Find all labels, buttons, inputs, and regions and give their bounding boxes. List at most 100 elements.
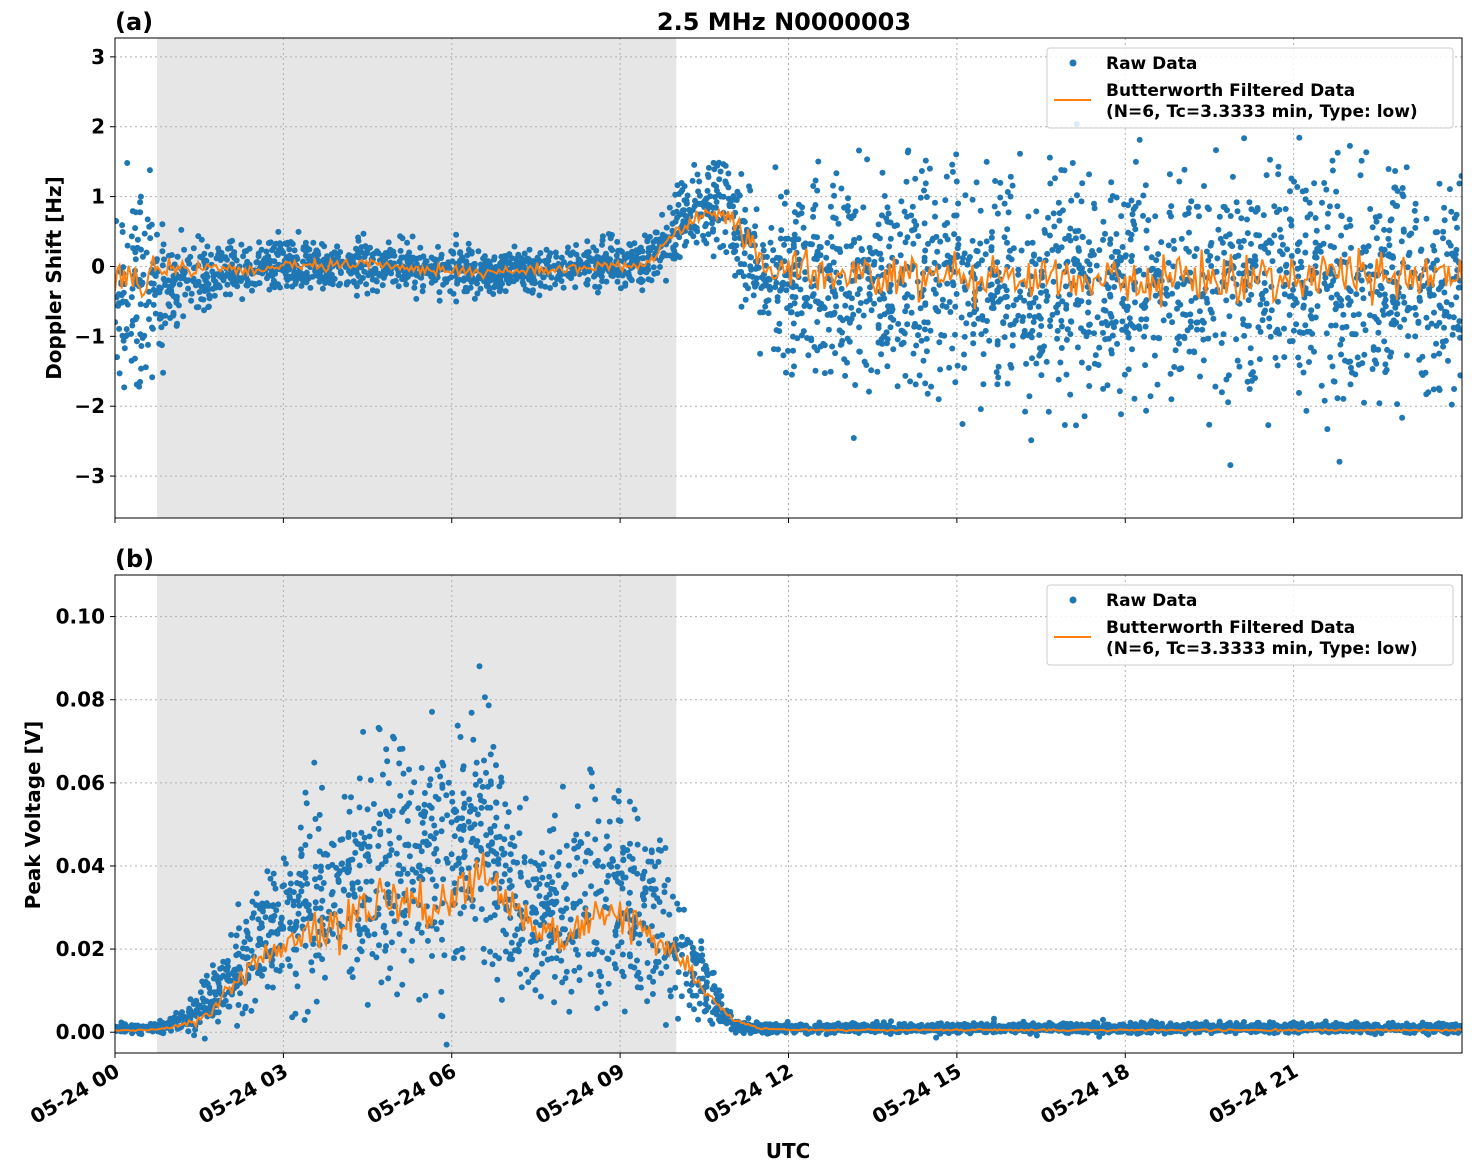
raw-data-point (1340, 312, 1346, 318)
raw-data-point (1056, 377, 1062, 383)
raw-data-point (747, 263, 753, 269)
raw-data-point (662, 883, 668, 889)
raw-data-point (705, 188, 711, 194)
raw-data-point (206, 304, 212, 310)
raw-data-point (1300, 188, 1306, 194)
raw-data-point (1297, 329, 1303, 335)
raw-data-point (955, 245, 961, 251)
raw-data-point (753, 266, 759, 272)
raw-data-point (1166, 313, 1172, 319)
raw-data-point (307, 833, 313, 839)
raw-data-point (1294, 184, 1300, 190)
raw-data-point (895, 383, 901, 389)
raw-data-point (432, 257, 438, 263)
raw-data-point (1348, 245, 1354, 251)
raw-data-point (658, 970, 664, 976)
raw-data-point (938, 332, 944, 338)
raw-data-point (833, 303, 839, 309)
raw-data-point (113, 218, 119, 224)
raw-data-point (1347, 143, 1353, 149)
raw-data-point (1124, 307, 1130, 313)
raw-data-point (470, 737, 476, 743)
raw-data-point (849, 295, 855, 301)
raw-data-point (506, 809, 512, 815)
raw-data-point (559, 278, 565, 284)
raw-data-point (871, 259, 877, 265)
raw-data-point (954, 212, 960, 218)
raw-data-point (1404, 352, 1410, 358)
raw-data-point (683, 239, 689, 245)
raw-data-point (1385, 253, 1391, 259)
raw-data-point (922, 248, 928, 254)
panel-b-label: (b) (115, 545, 154, 573)
raw-data-point (1169, 319, 1175, 325)
raw-data-point (1415, 320, 1421, 326)
raw-data-point (275, 901, 281, 907)
raw-data-point (572, 284, 578, 290)
raw-data-point (1004, 294, 1010, 300)
raw-data-point (677, 254, 683, 260)
raw-data-point (411, 285, 417, 291)
raw-data-point (847, 339, 853, 345)
raw-data-point (470, 904, 476, 910)
raw-data-point (138, 343, 144, 349)
raw-data-point (1140, 213, 1146, 219)
raw-data-point (1454, 212, 1460, 218)
raw-data-point (1005, 189, 1011, 195)
raw-data-point (792, 294, 798, 300)
raw-data-point (1076, 248, 1082, 254)
raw-data-point (525, 256, 531, 262)
raw-data-point (475, 248, 481, 254)
raw-data-point (1255, 324, 1261, 330)
raw-data-point (490, 744, 496, 750)
raw-data-point (1235, 208, 1241, 214)
raw-data-point (673, 242, 679, 248)
raw-data-point (137, 379, 143, 385)
raw-data-point (129, 233, 135, 239)
raw-data-point (560, 926, 566, 932)
raw-data-point (1011, 321, 1017, 327)
raw-data-point (568, 989, 574, 995)
raw-data-point (635, 816, 641, 822)
raw-data-point (367, 245, 373, 251)
raw-data-point (1367, 206, 1373, 212)
raw-data-point (1079, 265, 1085, 271)
raw-data-point (379, 253, 385, 259)
raw-data-point (161, 241, 167, 247)
raw-data-point (1288, 223, 1294, 229)
raw-data-point (249, 288, 255, 294)
raw-data-point (878, 351, 884, 357)
raw-data-point (1075, 344, 1081, 350)
raw-data-point (342, 794, 348, 800)
raw-data-point (1072, 228, 1078, 234)
raw-data-point (646, 245, 652, 251)
y-tick-label: 1 (91, 185, 105, 209)
raw-data-point (130, 245, 136, 251)
raw-data-point (451, 291, 457, 297)
raw-data-point (1055, 302, 1061, 308)
raw-data-point (984, 238, 990, 244)
raw-data-point (780, 352, 786, 358)
raw-data-point (1062, 422, 1068, 428)
raw-data-point (1374, 219, 1380, 225)
raw-data-point (357, 886, 363, 892)
raw-data-point (401, 771, 407, 777)
raw-data-point (472, 296, 478, 302)
raw-data-point (1136, 200, 1142, 206)
raw-data-point (204, 244, 210, 250)
raw-data-point (1070, 160, 1076, 166)
raw-data-point (1405, 333, 1411, 339)
raw-data-point (1302, 250, 1308, 256)
raw-data-point (720, 243, 726, 249)
raw-data-point (1295, 248, 1301, 254)
raw-data-point (1280, 251, 1286, 257)
raw-data-point (1171, 238, 1177, 244)
raw-data-point (839, 286, 845, 292)
raw-data-point (1082, 413, 1088, 419)
raw-data-point (922, 255, 928, 261)
raw-data-point (1329, 295, 1335, 301)
raw-data-point (153, 311, 159, 317)
raw-data-point (259, 247, 265, 253)
raw-data-point (690, 178, 696, 184)
raw-data-point (1356, 362, 1362, 368)
